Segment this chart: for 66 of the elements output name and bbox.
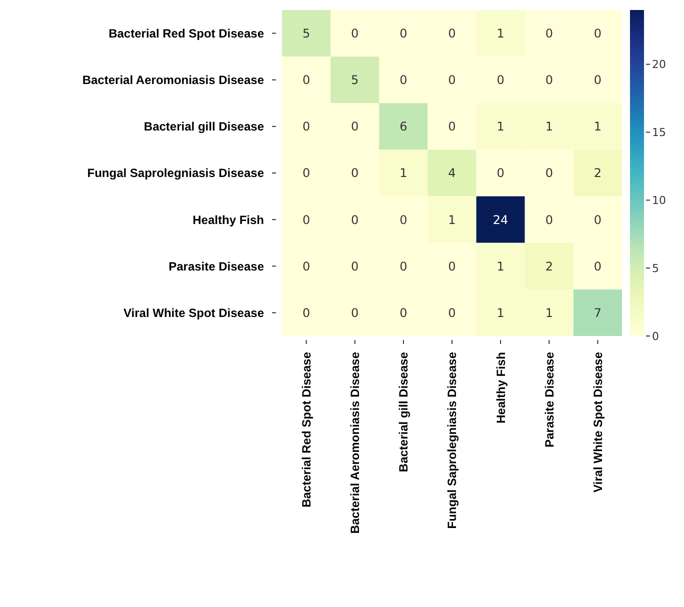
data-label: 1 [496, 259, 504, 274]
data-label: 0 [400, 212, 408, 227]
data-label: 7 [594, 306, 602, 320]
data-label: 1 [496, 120, 504, 134]
data-label: 0 [594, 26, 602, 40]
data-label: 0 [302, 259, 310, 274]
color-bar-label: 0 [652, 330, 659, 343]
data-label: 0 [400, 259, 408, 274]
y-tick-label: Fungal Saprolegniasis Disease [87, 166, 264, 180]
data-label: 0 [448, 120, 456, 134]
data-label: 1 [448, 212, 456, 227]
color-bar-label: 20 [652, 58, 666, 72]
data-label: 0 [351, 259, 359, 274]
x-tick-label: Bacterial gill Disease [396, 352, 411, 472]
y-tick-label: Bacterial Aeromoniasis Disease [82, 73, 264, 88]
color-bar-label: 10 [652, 194, 666, 208]
data-label: 2 [545, 259, 553, 274]
data-label: 0 [594, 259, 602, 274]
data-label: 4 [448, 166, 456, 180]
data-label: 0 [351, 306, 359, 320]
data-label: 1 [594, 120, 602, 134]
data-label: 0 [594, 73, 602, 88]
data-label: 0 [496, 73, 504, 88]
data-label: 0 [302, 212, 310, 227]
y-tick-label: Bacterial Red Spot Disease [108, 26, 264, 40]
data-label: 0 [594, 212, 602, 227]
data-label: 0 [302, 120, 310, 134]
color-bar-label: 15 [652, 126, 666, 140]
data-label: 5 [351, 73, 359, 88]
data-label: 0 [448, 259, 456, 274]
data-label: 0 [448, 306, 456, 320]
data-label: 24 [492, 212, 508, 227]
data-label: 0 [302, 73, 310, 88]
data-label: 1 [545, 306, 553, 320]
data-label: 0 [545, 73, 553, 88]
data-label: 2 [594, 166, 602, 180]
data-label: 0 [302, 166, 310, 180]
data-label: 1 [545, 120, 553, 134]
data-label: 1 [496, 26, 504, 40]
x-tick-label: Healthy Fish [494, 352, 508, 424]
x-tick-label: Parasite Disease [542, 352, 556, 448]
data-label: 1 [496, 306, 504, 320]
x-tick-label: Viral White Spot Disease [590, 352, 605, 492]
data-label: 0 [302, 306, 310, 320]
data-label: 5 [302, 26, 310, 40]
y-tick-label: Healthy Fish [192, 212, 264, 227]
data-label: 0 [400, 73, 408, 88]
data-label: 0 [351, 166, 359, 180]
data-label: 0 [351, 120, 359, 134]
data-label: 6 [400, 120, 408, 134]
data-label: 1 [400, 166, 408, 180]
y-tick-label: Parasite Disease [168, 259, 264, 274]
data-label: 0 [496, 166, 504, 180]
data-label: 0 [545, 212, 553, 227]
y-tick-label: Viral White Spot Disease [124, 306, 264, 320]
data-label: 0 [351, 212, 359, 227]
data-label: 0 [448, 26, 456, 40]
data-label: 0 [351, 26, 359, 40]
data-label: 0 [400, 26, 408, 40]
data-label: 0 [400, 306, 408, 320]
data-label: 0 [448, 73, 456, 88]
data-label: 0 [545, 26, 553, 40]
data-label: 0 [545, 166, 553, 180]
y-tick-label: Bacterial gill Disease [144, 120, 264, 134]
x-tick-label: Fungal Saprolegniasis Disease [445, 352, 460, 529]
color-bar-label: 5 [652, 262, 659, 275]
